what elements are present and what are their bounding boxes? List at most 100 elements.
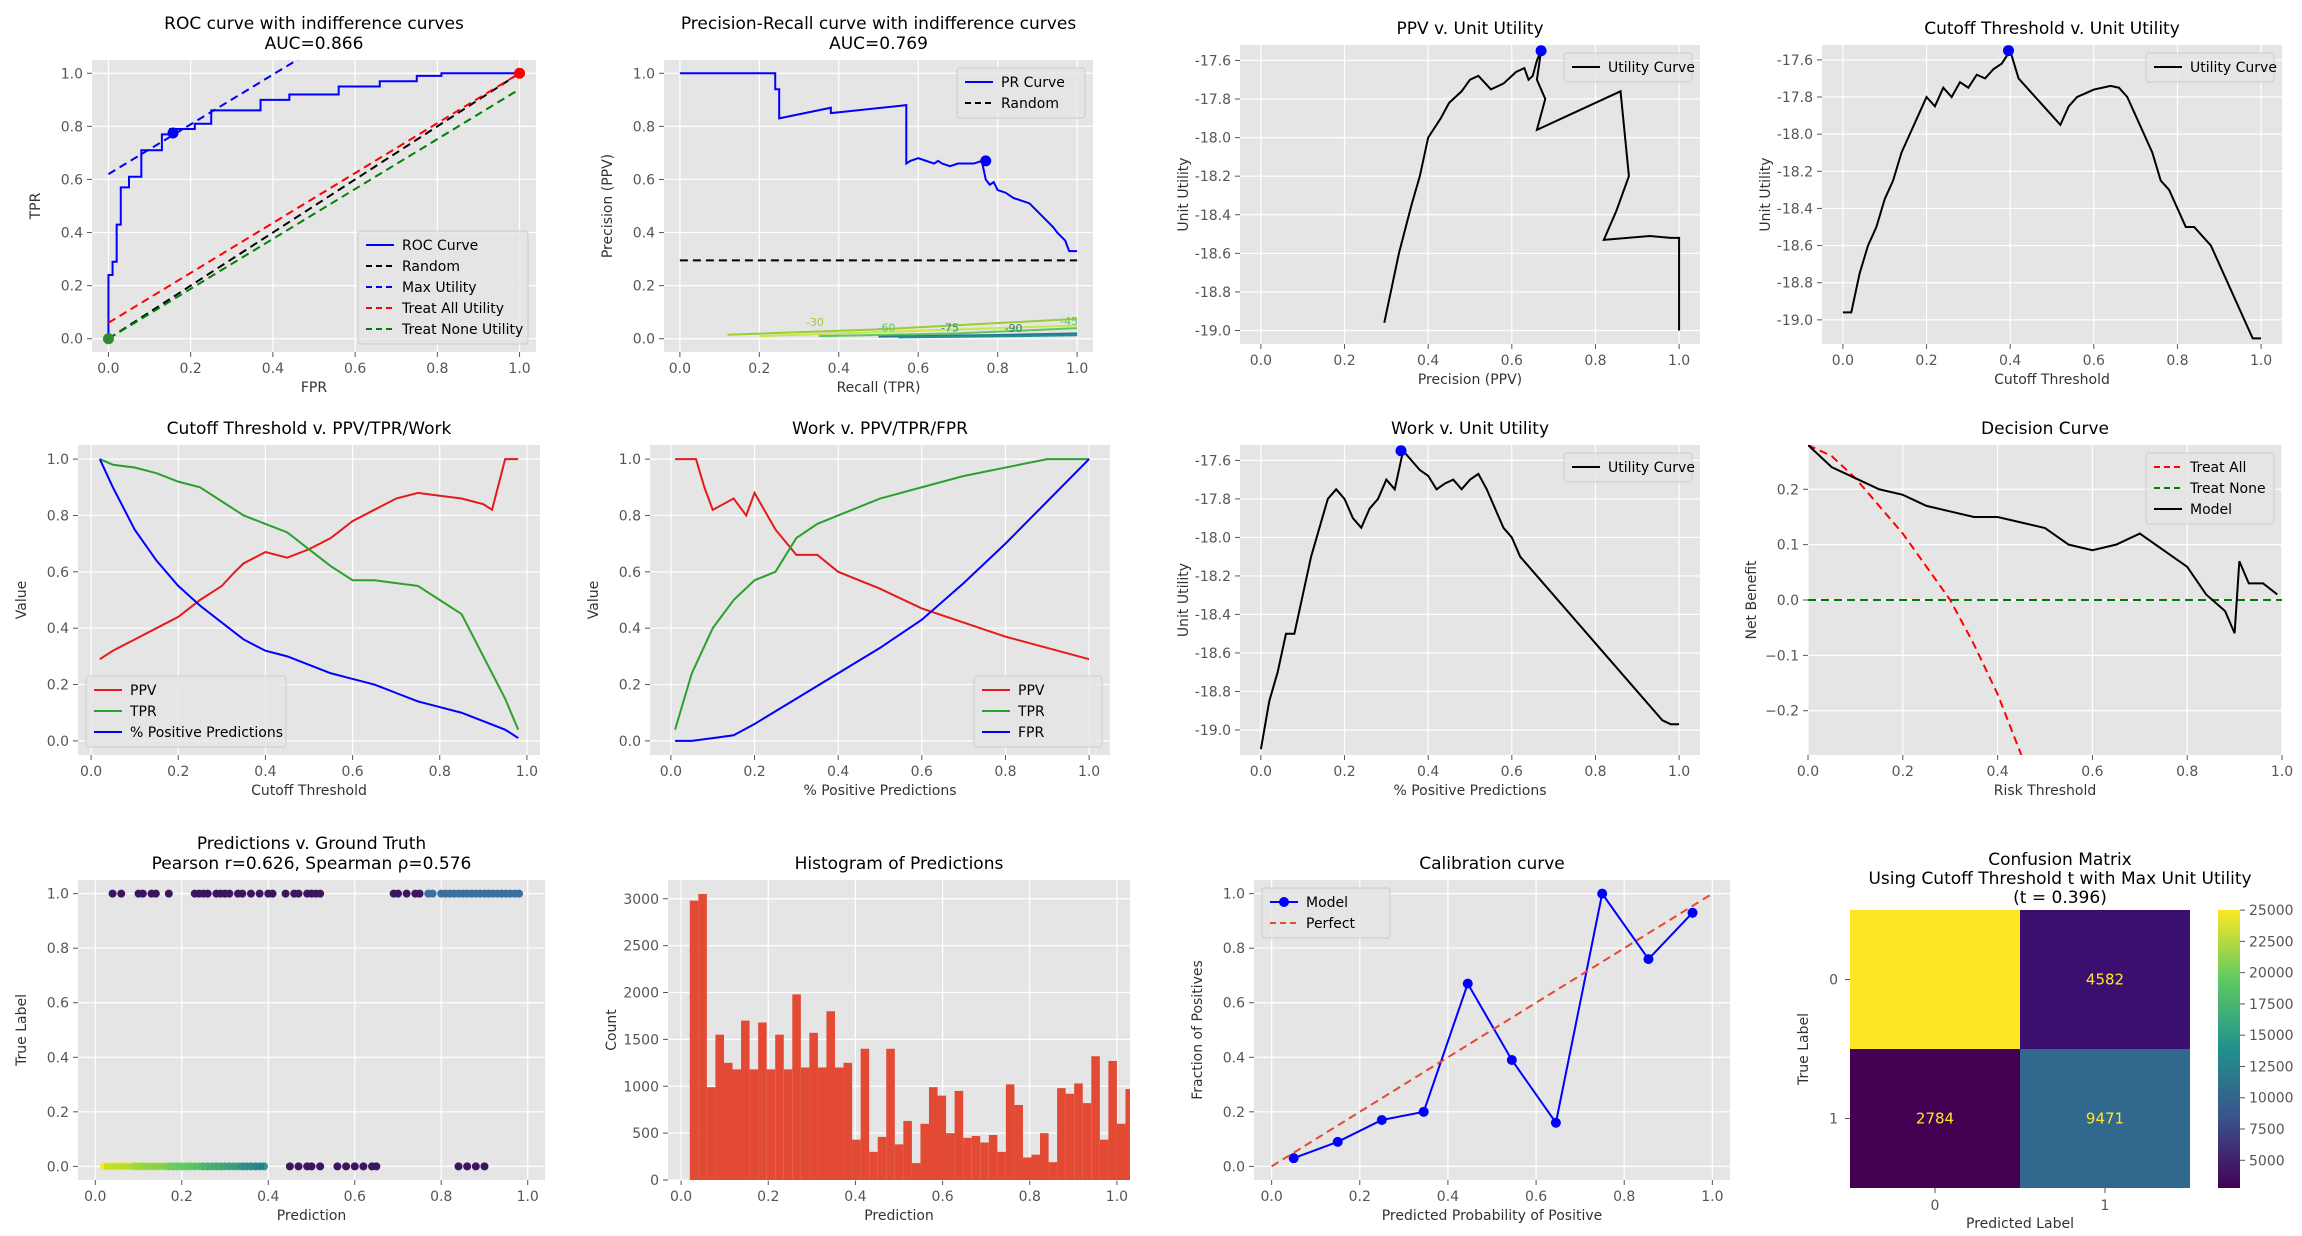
series-line xyxy=(107,72,521,324)
plot-marks xyxy=(1842,48,2262,340)
x-tick-label: 0.8 xyxy=(1019,1189,1041,1205)
scatter-band xyxy=(103,1163,264,1170)
x-tick-label: 0.8 xyxy=(1613,1189,1635,1205)
y-tick-label: 0.8 xyxy=(633,119,655,135)
y-tick-label: 0 xyxy=(650,1173,659,1189)
scatter-point xyxy=(285,1162,294,1171)
chart-subtitle: AUC=0.866 xyxy=(265,34,364,54)
y-tick-label: 500 xyxy=(632,1126,659,1142)
legend xyxy=(2145,52,2275,83)
highlight-point xyxy=(167,127,179,139)
histogram-bar xyxy=(1065,1093,1075,1180)
x-tick-label: 0.8 xyxy=(1584,353,1606,369)
x-tick-label: 0.0 xyxy=(670,1189,692,1205)
series-line xyxy=(878,332,1078,338)
series-line xyxy=(674,458,1090,730)
x-tick-label: 1.0 xyxy=(2271,764,2293,780)
y-axis-label: Fraction of Positives xyxy=(1190,960,1206,1100)
plot-marks xyxy=(1808,445,2282,755)
chart-ppv-util: 0.0 0.2 0.4 0.6 0.8 1.0 -17.6 -17.8 -18.0 -18.2 -1… xyxy=(1176,19,1700,388)
legend-label: TPR xyxy=(1017,704,1045,720)
x-tick-label: 0.0 xyxy=(669,361,691,377)
scatter-point xyxy=(333,1162,342,1171)
x-tick-label: 0.8 xyxy=(2176,764,2198,780)
legend-label: Utility Curve xyxy=(2190,60,2277,76)
x-tick-label: 0.2 xyxy=(167,764,189,780)
x-tick-label: 0.4 xyxy=(257,1189,279,1205)
legend-label: Random xyxy=(1001,96,1059,112)
heatmap-value: 2784 xyxy=(1916,1110,1954,1128)
series-marker xyxy=(1550,1117,1561,1128)
x-tick-label: 0.8 xyxy=(2166,353,2188,369)
histogram-bar xyxy=(783,1069,793,1180)
scatter-point xyxy=(151,889,160,898)
histogram-bar xyxy=(741,1020,750,1180)
chart-title: Calibration curve xyxy=(1419,854,1565,874)
x-tick-label: 1.0 xyxy=(1701,1189,1723,1205)
chart-cutoff-ppv: 0.0 0.2 0.4 0.6 0.8 1.0 0.0 0.2 0.4 0.6 0.8 1.0 Cuto… xyxy=(14,419,540,799)
x-tick-label: 0.4 xyxy=(254,764,276,780)
x-tick-label: 0.2 xyxy=(171,1189,193,1205)
x-tick-label: 0.4 xyxy=(1986,764,2008,780)
y-tick-label: 0.4 xyxy=(633,226,655,242)
legend-label: TPR xyxy=(129,704,157,720)
chart-hist: 0.0 0.2 0.4 0.6 0.8 1.0 0 500 1000 1500 2000 2500 30… xyxy=(604,854,1130,1224)
series-marker xyxy=(1376,1115,1387,1125)
histogram-bar xyxy=(1031,1154,1041,1180)
x-tick-label: 1.0 xyxy=(508,361,530,377)
y-tick-label: -18.0 xyxy=(1195,530,1231,546)
histogram-bar xyxy=(698,894,707,1180)
y-tick-label: -18.0 xyxy=(1777,127,1813,143)
y-tick-label: -18.0 xyxy=(1195,131,1231,147)
x-tick-label: 0.8 xyxy=(994,764,1016,780)
plot-marks xyxy=(1383,50,1681,331)
histogram-bar xyxy=(937,1095,947,1180)
histogram-bar xyxy=(826,1011,836,1180)
y-tick-label: 0.4 xyxy=(1223,1050,1245,1066)
y-tick-label: 1500 xyxy=(623,1032,659,1048)
scatter-point xyxy=(393,889,402,898)
legend-label: PPV xyxy=(130,683,157,699)
series-line xyxy=(107,72,521,340)
plot-area xyxy=(1240,445,1700,755)
chart-pred-truth: 0.0 0.2 0.4 0.6 0.8 1.0 0.0 0.2 0.4 0.6 0.8 1.0 Pred… xyxy=(14,834,545,1224)
chart-subtitle: AUC=0.769 xyxy=(829,34,928,54)
legend-label: Max Utility xyxy=(402,280,477,296)
y-tick-label: -17.6 xyxy=(1195,53,1231,69)
legend xyxy=(973,675,1103,748)
legend xyxy=(956,67,1086,119)
y-tick-label: 1000 xyxy=(623,1079,659,1095)
x-axis-label: Predicted Label xyxy=(1966,1216,2074,1232)
x-tick-label: 0.6 xyxy=(1501,764,1523,780)
colorbar-tick-label: 12500 xyxy=(2249,1059,2294,1075)
scatter-point xyxy=(342,1162,351,1171)
series-line xyxy=(99,458,520,731)
y-axis-label: Net Benefit xyxy=(1744,560,1760,640)
x-tick-label: 1 xyxy=(2101,1198,2110,1214)
colorbar-tick-label: 20000 xyxy=(2249,966,2294,982)
y-axis-label: Unit Utility xyxy=(1176,563,1192,637)
y-tick-label: 0.2 xyxy=(61,279,83,295)
x-tick-label: 0.0 xyxy=(1832,353,1854,369)
series-marker xyxy=(1687,907,1698,918)
y-tick-label: 0.0 xyxy=(619,734,641,750)
histogram-bar xyxy=(988,1135,998,1180)
y-tick-label: 0.0 xyxy=(61,332,83,348)
histogram-bar xyxy=(1048,1162,1058,1180)
chart-title: Cutoff Threshold v. Unit Utility xyxy=(1924,19,2180,39)
series-marker xyxy=(1597,888,1608,899)
heatmap-value: 4582 xyxy=(2086,971,2124,989)
histogram-bar xyxy=(775,1034,784,1180)
legend xyxy=(357,230,529,345)
y-tick-label: 0.0 xyxy=(47,1159,69,1175)
legend xyxy=(1563,452,1693,483)
histogram-bar xyxy=(723,1062,733,1180)
histogram-bar xyxy=(997,1151,1006,1180)
y-tick-label: 1.0 xyxy=(619,452,641,468)
scatter-point xyxy=(225,889,234,898)
scatter-point xyxy=(454,1162,463,1171)
plot-marks xyxy=(98,458,520,739)
x-tick-label: 0.4 xyxy=(844,1189,866,1205)
y-tick-label: 1.0 xyxy=(47,452,69,468)
series-line xyxy=(1383,50,1681,331)
